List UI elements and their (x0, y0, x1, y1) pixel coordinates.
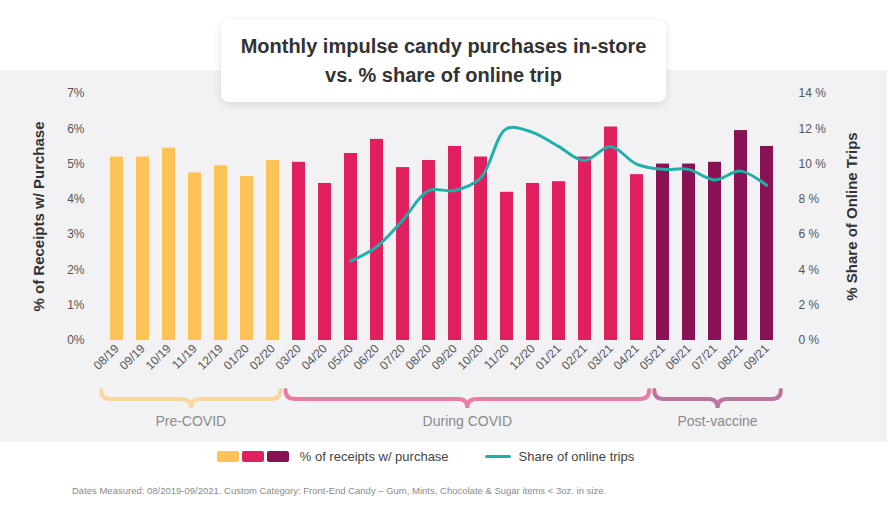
svg-text:02/20: 02/20 (247, 341, 278, 372)
svg-text:04/21: 04/21 (611, 341, 642, 372)
svg-text:11/20: 11/20 (481, 341, 512, 372)
svg-text:2%: 2% (67, 263, 85, 277)
svg-text:12/19: 12/19 (195, 341, 226, 372)
svg-text:6%: 6% (67, 122, 85, 136)
svg-text:10/19: 10/19 (143, 341, 174, 372)
svg-text:5%: 5% (67, 157, 85, 171)
svg-text:01/20: 01/20 (221, 341, 252, 372)
svg-text:05/21: 05/21 (637, 341, 668, 372)
svg-text:1%: 1% (67, 298, 85, 312)
svg-text:2 %: 2 % (799, 298, 820, 312)
svg-text:08/20: 08/20 (403, 341, 434, 372)
svg-text:3%: 3% (67, 227, 85, 241)
svg-text:07/21: 07/21 (689, 341, 720, 372)
svg-text:06/20: 06/20 (351, 341, 382, 372)
svg-text:02/21: 02/21 (559, 341, 590, 372)
svg-text:10 %: 10 % (799, 157, 827, 171)
svg-text:4%: 4% (67, 192, 85, 206)
svg-text:09/20: 09/20 (429, 341, 460, 372)
svg-text:8 %: 8 % (799, 192, 820, 206)
svg-text:03/20: 03/20 (273, 341, 304, 372)
html-text:Monthly impulse candy purchase: Monthly impulse candy purchases in-store (240, 35, 647, 57)
svg-text:Post-vaccine: Post-vaccine (677, 413, 757, 429)
svg-text:4 %: 4 % (799, 263, 820, 277)
html-text:Share of online trips: Share of online trips (518, 449, 635, 464)
svg-text:07/20: 07/20 (377, 341, 408, 372)
html-text:vs. % share of online trip: vs. % share of online trip (325, 64, 562, 86)
svg-text:% of Receipts w/ Purchase: % of Receipts w/ Purchase (30, 121, 47, 311)
svg-text:10/20: 10/20 (455, 341, 486, 372)
svg-text:Pre-COVID: Pre-COVID (155, 413, 226, 429)
svg-text:08/19: 08/19 (91, 341, 122, 372)
svg-text:05/20: 05/20 (325, 341, 356, 372)
html-text:% of receipts w/ purchase: % of receipts w/ purchase (299, 449, 449, 464)
svg-text:12 %: 12 % (799, 122, 827, 136)
html-text:Dates Measured: 08/2019-09/202: Dates Measured: 08/2019-09/2021. Custom … (72, 485, 607, 496)
svg-text:06/21: 06/21 (663, 341, 694, 372)
svg-text:03/21: 03/21 (585, 341, 616, 372)
svg-text:11/19: 11/19 (169, 341, 200, 372)
svg-text:6 %: 6 % (799, 227, 820, 241)
svg-text:7%: 7% (67, 86, 85, 100)
svg-text:% Share of Online Trips: % Share of Online Trips (843, 132, 860, 300)
svg-text:01/21: 01/21 (533, 341, 564, 372)
svg-text:0 %: 0 % (799, 333, 820, 347)
svg-text:08/21: 08/21 (715, 341, 746, 372)
svg-text:14 %: 14 % (799, 86, 827, 100)
svg-text:09/19: 09/19 (117, 341, 148, 372)
svg-text:09/21: 09/21 (741, 341, 772, 372)
svg-text:During COVID: During COVID (423, 413, 512, 429)
svg-text:12/20: 12/20 (507, 341, 538, 372)
svg-text:0%: 0% (67, 333, 85, 347)
svg-text:04/20: 04/20 (299, 341, 330, 372)
